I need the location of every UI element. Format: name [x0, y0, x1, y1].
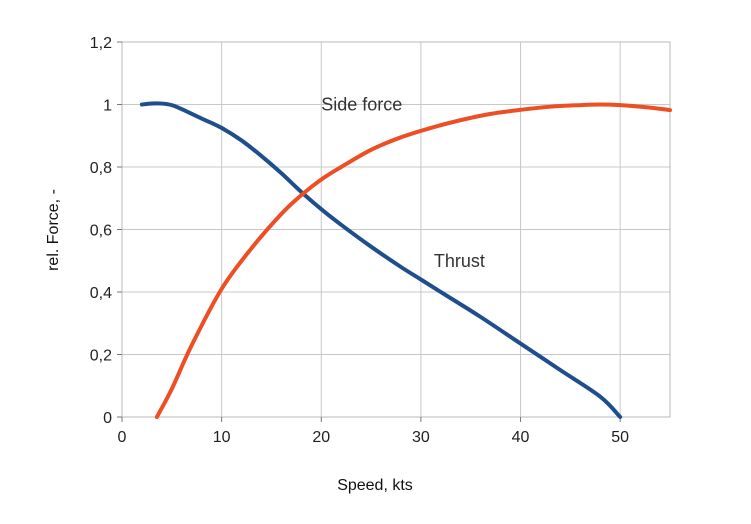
series-line-side-force — [154, 102, 672, 419]
x-tick-label: 30 — [412, 429, 430, 446]
y-tick-label: 1,2 — [90, 35, 112, 52]
y-tick-label: 0 — [103, 410, 112, 427]
y-tick-label: 0,6 — [90, 223, 112, 240]
series-line-thrust — [139, 101, 623, 419]
annotations: Side force Thrust — [321, 95, 485, 271]
x-axis-title: Speed, kts — [337, 477, 413, 494]
y-tick-label: 0,2 — [90, 348, 112, 365]
x-tick-label: 40 — [512, 429, 530, 446]
x-tick-label: 0 — [118, 429, 127, 446]
axis-ticks: 0 10 20 30 40 50 0 0,2 0,4 0,6 0,8 1 1,2 — [90, 35, 629, 446]
series-lines — [139, 101, 672, 419]
annotation-label: Side force — [321, 95, 402, 115]
annotation-label: Thrust — [434, 251, 485, 271]
y-tick-label: 0,8 — [90, 160, 112, 177]
y-tick-label: 0,4 — [90, 285, 112, 302]
y-tick-label: 1 — [103, 98, 112, 115]
y-axis-title: rel. Force, - — [45, 189, 62, 271]
x-tick-label: 50 — [611, 429, 629, 446]
x-tick-label: 10 — [213, 429, 231, 446]
x-tick-label: 20 — [312, 429, 330, 446]
